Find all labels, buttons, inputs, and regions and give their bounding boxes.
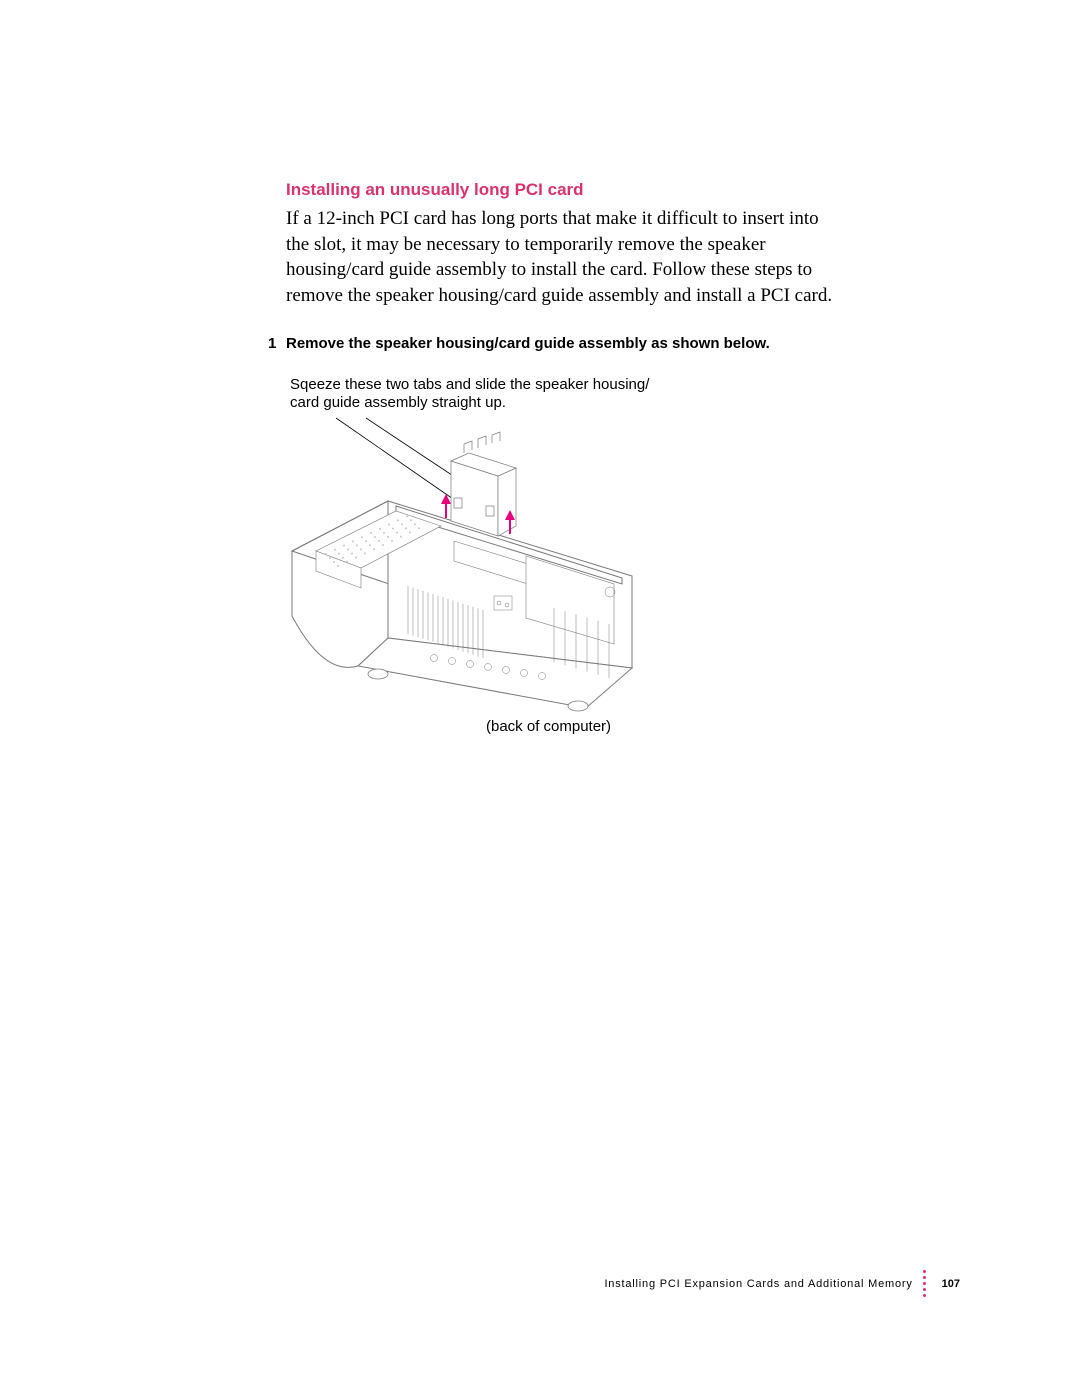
footer-dots-icon	[923, 1270, 926, 1297]
step-text: Remove the speaker housing/card guide as…	[286, 335, 770, 352]
page-content: Installing an unusually long PCI card If…	[286, 180, 846, 756]
page-footer: Installing PCI Expansion Cards and Addit…	[604, 1270, 960, 1297]
section-heading: Installing an unusually long PCI card	[286, 180, 846, 200]
step-row: 1 Remove the speaker housing/card guide …	[268, 335, 846, 352]
figure-callout-bottom: (back of computer)	[486, 718, 611, 735]
page-number: 107	[942, 1278, 960, 1290]
callout-line1: Sqeeze these two tabs and slide the spea…	[290, 376, 649, 393]
computer-diagram	[286, 406, 716, 736]
step-number: 1	[268, 335, 286, 352]
body-paragraph: If a 12-inch PCI card has long ports tha…	[286, 206, 846, 309]
footer-chapter-title: Installing PCI Expansion Cards and Addit…	[604, 1278, 912, 1290]
figure: Sqeeze these two tabs and slide the spea…	[286, 376, 766, 756]
